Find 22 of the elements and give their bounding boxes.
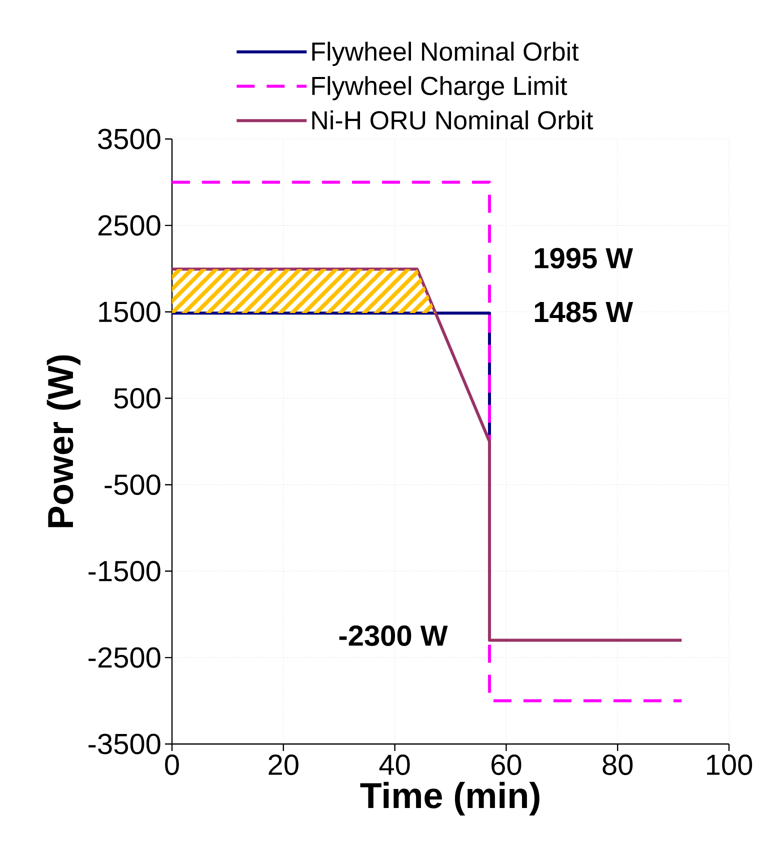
y-tick-label: -1500 — [88, 560, 160, 582]
annotation: -2300 W — [339, 625, 448, 646]
x-tick-label: 80 — [602, 754, 633, 776]
y-tick-label: 1500 — [99, 302, 160, 322]
legend-label: Ni-H ORU Nominal Orbit — [312, 110, 594, 130]
legend-label: Flywheel Charge Limit — [312, 76, 568, 100]
y-axis-title: Power (W) — [46, 355, 80, 528]
y-tick-label: 500 — [114, 388, 160, 409]
legend-label: Flywheel Nominal Orbit — [312, 42, 579, 66]
x-tick-label: 100 — [707, 754, 752, 776]
x-tick-label: 0 — [165, 754, 179, 776]
x-tick-label: 40 — [379, 754, 410, 776]
x-tick-label: 60 — [492, 754, 522, 776]
y-tick-label: -2500 — [88, 647, 160, 668]
annotation: 1485 W — [534, 302, 634, 322]
y-tick-label: 2500 — [98, 215, 160, 236]
x-axis-title: Time (min) — [360, 782, 540, 816]
x-tick-label: 20 — [268, 754, 298, 776]
y-tick-label: -3500 — [88, 734, 160, 754]
y-tick-label: 3500 — [98, 128, 160, 150]
y-tick-label: -500 — [104, 474, 160, 495]
annotation: 1995 W — [534, 248, 634, 268]
